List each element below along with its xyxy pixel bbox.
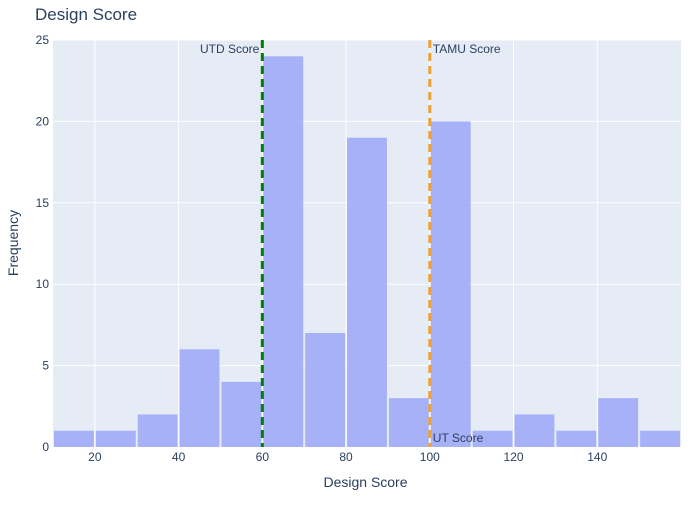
bars [54, 56, 680, 448]
chart-title: Design Score [35, 5, 137, 24]
y-tick-label: 0 [42, 440, 49, 454]
histogram-bar [347, 137, 387, 447]
histogram-bar [221, 381, 262, 447]
x-tick-label: 140 [587, 450, 607, 464]
histogram-bar [472, 430, 513, 447]
x-tick-label: 40 [172, 450, 186, 464]
histogram-bar [263, 56, 304, 447]
histogram-bar [514, 414, 555, 447]
reference-line-label: UTD Score [200, 42, 260, 56]
x-axis-label: Design Score [323, 474, 407, 490]
x-tick-labels: 20 40 60 80 100 120 140 [88, 450, 607, 464]
y-tick-label: 15 [36, 196, 50, 210]
x-tick-label: 100 [420, 450, 440, 464]
reference-lines: UTD Score TAMU Score UT Score [200, 40, 501, 447]
y-tick-label: 10 [36, 277, 50, 291]
histogram-bar [430, 121, 471, 448]
reference-line-label: TAMU Score [433, 42, 501, 56]
histogram-bar [137, 414, 178, 447]
histogram-bar [598, 398, 639, 447]
x-tick-label: 80 [339, 450, 353, 464]
histogram-bar [388, 398, 429, 447]
y-axis-label: Frequency [5, 210, 21, 276]
reference-line-label: UT Score [433, 431, 484, 445]
histogram-bar [179, 349, 220, 447]
x-tick-label: 120 [504, 450, 524, 464]
y-tick-label: 5 [42, 359, 49, 373]
histogram-bar [556, 430, 597, 447]
x-tick-label: 20 [88, 450, 102, 464]
histogram-bar [54, 430, 94, 447]
histogram-bar [305, 333, 346, 447]
y-tick-label: 25 [36, 33, 50, 47]
histogram-bar [640, 430, 680, 447]
x-tick-label: 60 [256, 450, 270, 464]
y-tick-label: 20 [36, 114, 50, 128]
histogram-bar [95, 430, 136, 447]
y-tick-labels: 0 5 10 15 20 25 [36, 33, 50, 454]
